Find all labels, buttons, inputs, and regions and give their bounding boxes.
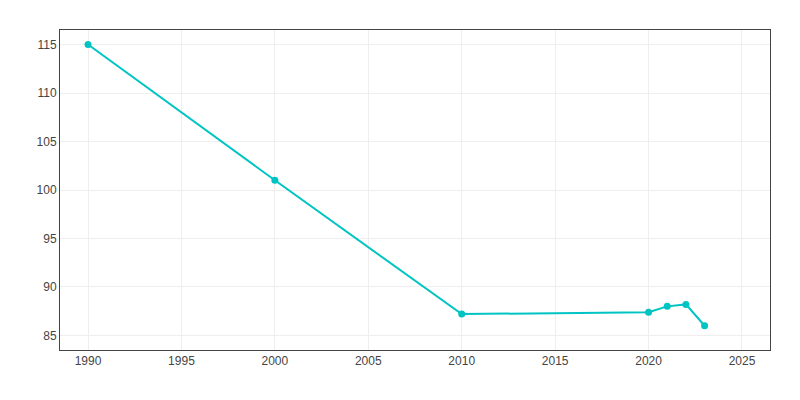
svg-text:1995: 1995 (168, 354, 195, 368)
svg-text:2015: 2015 (542, 354, 569, 368)
svg-text:115: 115 (37, 38, 56, 52)
svg-text:85: 85 (43, 329, 57, 343)
svg-text:2000: 2000 (262, 354, 289, 368)
svg-text:2010: 2010 (448, 354, 475, 368)
svg-text:2020: 2020 (635, 354, 662, 368)
svg-text:90: 90 (43, 280, 57, 294)
svg-text:110: 110 (37, 86, 56, 100)
svg-text:2005: 2005 (355, 354, 382, 368)
svg-text:2025: 2025 (729, 354, 756, 368)
svg-text:95: 95 (43, 232, 57, 246)
svg-text:1990: 1990 (75, 354, 102, 368)
svg-text:100: 100 (37, 183, 57, 197)
svg-text:105: 105 (37, 135, 57, 149)
